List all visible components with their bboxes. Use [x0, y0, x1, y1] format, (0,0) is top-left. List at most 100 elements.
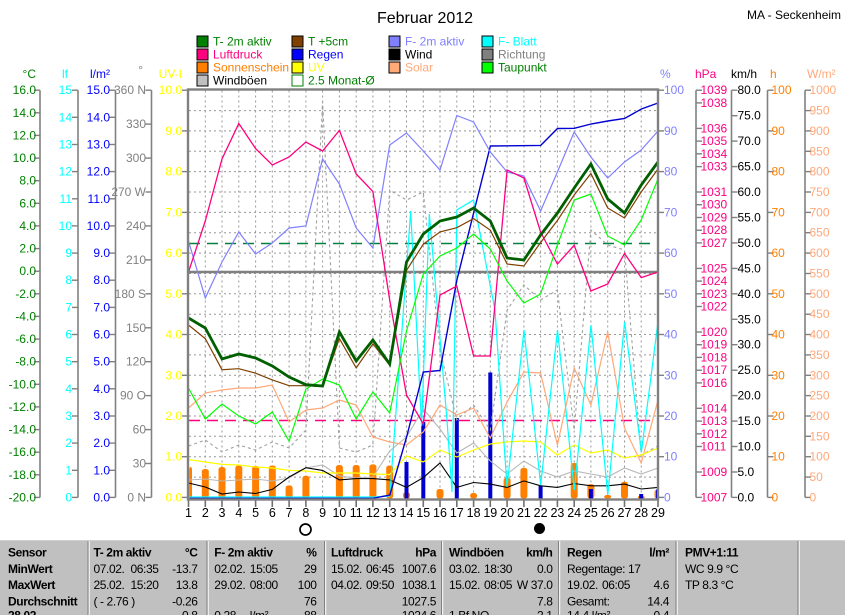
svg-text:2: 2: [202, 506, 209, 520]
svg-text:06:05: 06:05: [602, 578, 631, 592]
svg-text:02.02.: 02.02.: [214, 562, 245, 576]
svg-text:Taupunkt: Taupunkt: [498, 61, 547, 75]
svg-text:35.0: 35.0: [738, 312, 762, 326]
svg-text:2.0: 2.0: [19, 242, 36, 256]
svg-text:16: 16: [433, 506, 447, 520]
svg-text:27: 27: [618, 506, 632, 520]
svg-text:80: 80: [772, 165, 786, 179]
svg-text:50: 50: [664, 287, 678, 301]
svg-text:1: 1: [185, 506, 192, 520]
svg-text:100: 100: [772, 83, 792, 97]
svg-text:03.02.: 03.02.: [449, 562, 480, 576]
svg-text:F- 2m aktiv: F- 2m aktiv: [405, 35, 464, 49]
svg-text:6.0: 6.0: [165, 246, 182, 260]
svg-text:-12.0: -12.0: [9, 400, 37, 414]
svg-text:850: 850: [810, 144, 830, 158]
svg-text:-0.8: -0.8: [178, 609, 198, 615]
svg-text:23: 23: [550, 506, 564, 520]
svg-text:8: 8: [302, 506, 309, 520]
svg-text:°: °: [138, 63, 143, 77]
svg-text:30: 30: [133, 457, 147, 471]
svg-text:60.0: 60.0: [738, 185, 762, 199]
svg-text:09:50: 09:50: [366, 578, 395, 592]
svg-text:800: 800: [810, 165, 830, 179]
svg-text:350: 350: [810, 348, 830, 362]
svg-text:1017: 1017: [701, 363, 728, 377]
svg-text:Windböen: Windböen: [449, 546, 504, 560]
svg-text:MA - Seckenheim: MA - Seckenheim: [747, 8, 841, 22]
svg-text:1018: 1018: [701, 350, 728, 364]
svg-text:15: 15: [416, 506, 430, 520]
svg-text:9: 9: [319, 506, 326, 520]
svg-text:12: 12: [366, 506, 380, 520]
svg-text:0: 0: [810, 490, 817, 504]
svg-text:13: 13: [383, 506, 397, 520]
svg-text:70: 70: [664, 205, 678, 219]
svg-text:-20.0: -20.0: [9, 490, 37, 504]
svg-text:Sensor: Sensor: [8, 546, 47, 560]
svg-text:1012: 1012: [701, 427, 728, 441]
svg-text:MinWert: MinWert: [8, 562, 53, 576]
svg-text:90: 90: [772, 124, 786, 138]
svg-text:150: 150: [810, 429, 830, 443]
svg-text:50: 50: [810, 470, 824, 484]
svg-text:100: 100: [810, 450, 830, 464]
svg-text:3.0: 3.0: [93, 409, 110, 423]
svg-text:PMV+1:11: PMV+1:11: [685, 546, 739, 560]
svg-text:1020: 1020: [701, 325, 728, 339]
svg-text:9: 9: [65, 246, 72, 260]
svg-text:WC 9.9 °C: WC 9.9 °C: [685, 562, 739, 576]
svg-text:T- 2m aktiv: T- 2m aktiv: [94, 546, 152, 560]
svg-text:1035: 1035: [701, 134, 728, 148]
svg-text:20.0: 20.0: [738, 389, 762, 403]
svg-text:29: 29: [651, 506, 665, 520]
svg-text:1038.1: 1038.1: [402, 578, 437, 592]
svg-text:14.0: 14.0: [87, 110, 111, 124]
svg-text:16.0: 16.0: [13, 83, 37, 97]
svg-text:26: 26: [601, 506, 615, 520]
svg-text:1039: 1039: [701, 83, 728, 97]
svg-text:18:30: 18:30: [484, 562, 513, 576]
svg-text:-14.0: -14.0: [9, 423, 37, 437]
svg-text:0.0: 0.0: [165, 490, 182, 504]
svg-text:Wind: Wind: [405, 48, 432, 62]
svg-text:210: 210: [126, 253, 146, 267]
svg-text:06:35: 06:35: [131, 562, 160, 576]
svg-text:1027: 1027: [701, 236, 728, 250]
svg-text:0.0: 0.0: [537, 562, 553, 576]
svg-text:-6.0: -6.0: [15, 332, 36, 346]
svg-text:07.02.: 07.02.: [94, 562, 125, 576]
svg-text:2.5 Monat-Ø: 2.5 Monat-Ø: [308, 74, 375, 88]
svg-text:1024: 1024: [701, 274, 728, 288]
svg-text:90 O: 90 O: [120, 389, 146, 403]
svg-text:6.0: 6.0: [93, 328, 110, 342]
svg-text:( - 2.76 ): ( - 2.76 ): [94, 594, 136, 608]
svg-text:10: 10: [772, 450, 786, 464]
svg-text:Durchschnitt: Durchschnitt: [8, 594, 78, 608]
svg-text:4.6: 4.6: [654, 578, 670, 592]
svg-text:1028: 1028: [701, 223, 728, 237]
svg-text:80: 80: [664, 165, 678, 179]
svg-text:-0.26: -0.26: [172, 594, 198, 608]
svg-text:Luftdruck: Luftdruck: [213, 48, 263, 62]
svg-text:100: 100: [664, 83, 684, 97]
svg-text:15:20: 15:20: [131, 578, 160, 592]
svg-text:25: 25: [584, 506, 598, 520]
svg-text:-10.0: -10.0: [9, 377, 37, 391]
svg-text:20: 20: [664, 409, 678, 423]
svg-text:120: 120: [126, 355, 146, 369]
svg-text:l/m²: l/m²: [90, 67, 110, 81]
svg-text:1013: 1013: [701, 414, 728, 428]
svg-text:6.0: 6.0: [19, 196, 36, 210]
svg-text:11.0: 11.0: [88, 192, 111, 206]
svg-text:14: 14: [59, 110, 73, 124]
svg-text:Solar: Solar: [405, 61, 433, 75]
svg-text:10: 10: [59, 219, 73, 233]
svg-text:60: 60: [664, 246, 678, 260]
svg-text:W/m²: W/m²: [807, 67, 836, 81]
svg-text:700: 700: [810, 205, 830, 219]
svg-text:-13.7: -13.7: [172, 562, 198, 576]
svg-text:°C: °C: [185, 546, 198, 560]
svg-text:3: 3: [219, 506, 226, 520]
svg-text:29: 29: [304, 562, 317, 576]
